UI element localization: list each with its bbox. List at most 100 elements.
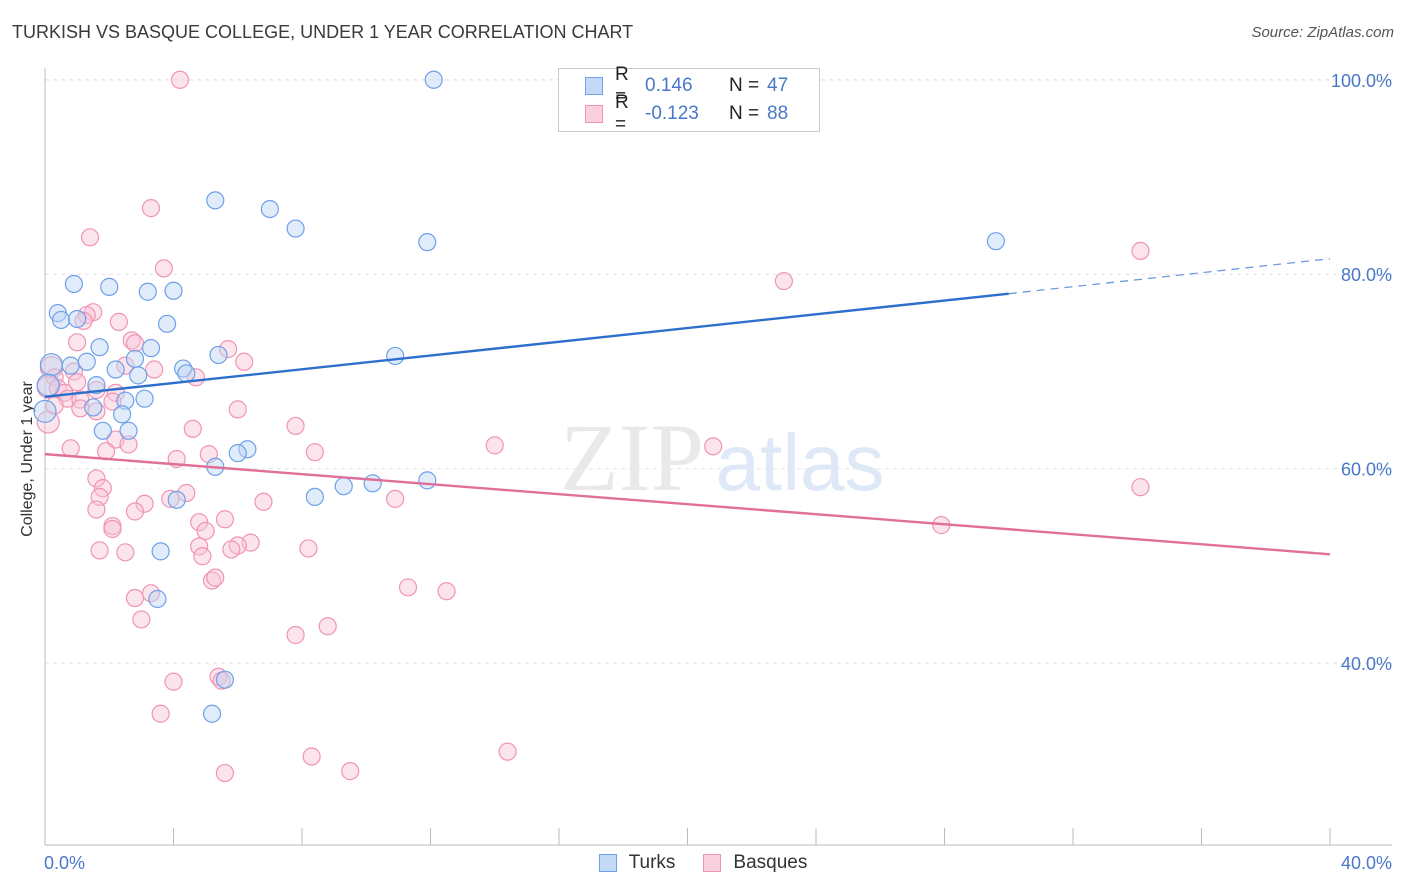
basques-point: [202, 571, 222, 590]
turks-point: [112, 405, 132, 424]
watermark-atlas: atlas: [716, 418, 885, 507]
turks-point: [418, 471, 437, 490]
basques-point: [161, 489, 180, 508]
turks-point: [141, 339, 161, 358]
turks-point: [986, 232, 1006, 251]
legend-item-basques: Basques: [703, 852, 807, 874]
basques-point: [80, 228, 100, 247]
basques-point: [68, 333, 87, 352]
basques-point: [116, 356, 135, 375]
basques-point: [96, 442, 116, 461]
legend-label-turks: Turks: [628, 852, 676, 873]
basques-point: [386, 489, 405, 508]
basques-point: [135, 494, 154, 513]
n-label: N =: [729, 75, 760, 96]
turks-point: [418, 233, 437, 252]
basques-point: [116, 543, 135, 562]
basques-point: [109, 312, 128, 331]
basques-point: [103, 519, 122, 539]
basques-point: [90, 541, 109, 560]
turks-point: [36, 373, 60, 397]
tick-labels: 40.0% 60.0% 80.0% 100.0% 0.0% 40.0%: [44, 71, 1392, 873]
n-label: N =: [729, 103, 760, 124]
basques-point: [141, 199, 161, 218]
basques-point: [61, 439, 80, 458]
turks-point: [77, 352, 96, 371]
turks-swatch: [585, 77, 603, 95]
basques-point: [170, 70, 190, 89]
basques-point: [228, 400, 247, 419]
turks-point: [39, 353, 64, 377]
turks-swatch: [598, 854, 617, 872]
turks-point: [174, 359, 193, 378]
turks-point: [157, 314, 177, 333]
basques-point: [222, 540, 241, 559]
turks-point: [125, 349, 145, 368]
turks-point: [260, 199, 279, 219]
turks-point: [93, 421, 112, 440]
turks-point: [305, 487, 324, 507]
turks-point: [129, 366, 148, 385]
n-value: 88: [767, 103, 789, 124]
chart-source: Source: ZipAtlas.com: [1251, 24, 1394, 41]
basques-point: [305, 443, 324, 462]
turks-point: [51, 310, 71, 330]
turks-point: [116, 391, 135, 410]
turks-point: [119, 421, 138, 440]
r-label: R =: [615, 92, 629, 135]
chart-title: TURKISH VS BASQUE COLLEGE, UNDER 1 YEAR …: [12, 22, 634, 42]
basques-point: [299, 539, 318, 558]
legend-item-turks: Turks: [598, 852, 676, 874]
turks-point: [202, 704, 222, 723]
basques-point: [87, 500, 106, 519]
basques-trend-line: [44, 452, 1331, 556]
r-value: -0.123: [645, 103, 699, 124]
basques-point: [77, 305, 96, 325]
legend-row-turks: R = 0.146 N = 47: [559, 64, 788, 107]
basques-point: [318, 617, 337, 636]
turks-point: [148, 589, 167, 609]
turks-point: [238, 440, 257, 459]
y-tick-label: 100.0%: [1331, 71, 1392, 91]
basques-swatch: [585, 105, 603, 123]
basques-point: [122, 331, 141, 350]
basques-point: [177, 483, 196, 503]
turks-point: [209, 345, 228, 365]
turks-point: [90, 338, 109, 357]
stats-legend: R = 0.146 N = 47 R = -0.123 N = 88: [558, 64, 820, 135]
turks-point: [138, 282, 157, 301]
turks-point: [228, 444, 247, 463]
r-label: R =: [615, 64, 629, 107]
turks-points: [33, 70, 1006, 723]
x-tick-label: 0.0%: [44, 853, 85, 873]
y-tick-label: 60.0%: [1341, 460, 1392, 480]
y-tick-label: 40.0%: [1341, 654, 1392, 674]
turks-point: [363, 474, 382, 493]
basques-point: [235, 352, 254, 371]
basques-point: [183, 419, 202, 438]
basques-point: [154, 259, 173, 278]
basques-point: [398, 578, 418, 597]
turks-point: [206, 191, 225, 210]
turks-point: [334, 477, 353, 496]
basques-point: [1131, 241, 1150, 261]
legend-label-basques: Basques: [733, 852, 808, 873]
basques-point: [206, 568, 225, 587]
basques-point: [485, 436, 504, 455]
turks-point: [64, 274, 84, 294]
basques-point: [145, 360, 164, 379]
basques-point: [74, 311, 93, 331]
turks-point: [424, 70, 443, 89]
turks-point: [177, 364, 196, 383]
basques-point: [190, 537, 209, 556]
turks-point: [167, 490, 186, 509]
turks-point: [68, 309, 87, 329]
basques-point: [193, 547, 212, 566]
basques-point: [286, 416, 305, 436]
y-tick-label: 80.0%: [1341, 265, 1392, 285]
turks-point: [151, 542, 170, 561]
basques-point: [103, 392, 122, 411]
turks-point: [106, 360, 125, 379]
basques-point: [498, 742, 517, 761]
